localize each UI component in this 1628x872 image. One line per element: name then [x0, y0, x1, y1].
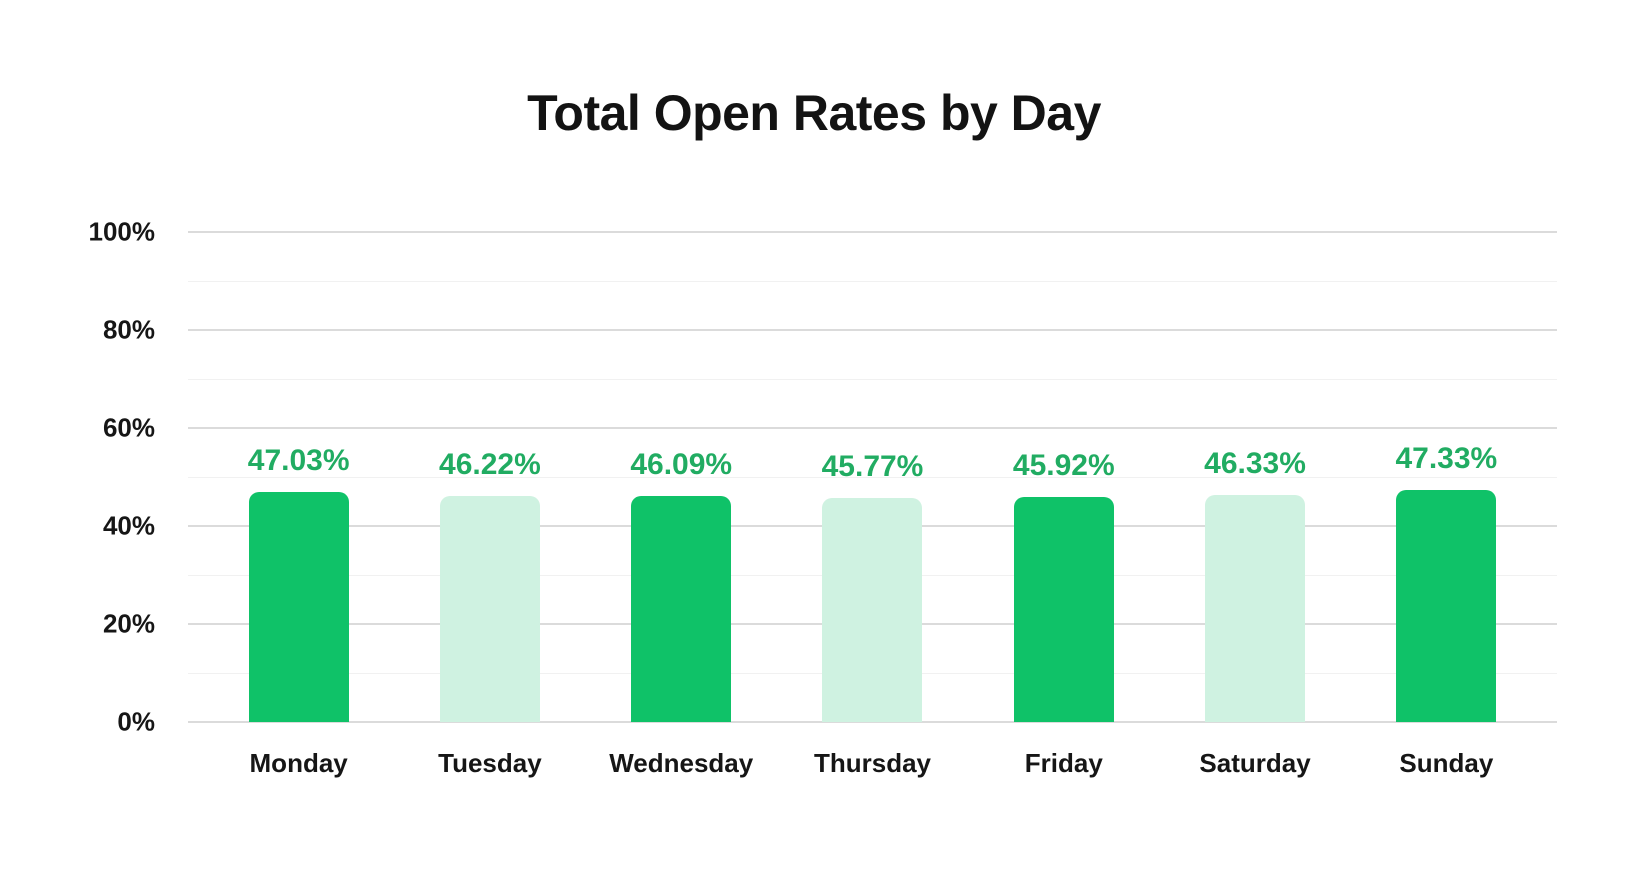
bar-value-label: 45.92%	[1012, 449, 1115, 482]
bar-wednesday	[631, 496, 732, 722]
bar-value-label: 46.33%	[1204, 446, 1306, 480]
y-axis-label: 20%	[102, 608, 155, 639]
gridline	[188, 721, 1557, 723]
bar-monday	[248, 491, 349, 722]
gridline	[188, 329, 1557, 331]
bar-slot: 46.09% Wednesday	[586, 232, 777, 778]
x-axis-label: Sunday	[1399, 748, 1494, 778]
gridline	[188, 379, 1557, 380]
gridline	[188, 427, 1557, 429]
bars-layer: 47.03% Monday 46.22% Tuesday 46.09% Wednesday…	[188, 232, 1557, 778]
y-axis-label: 80%	[102, 314, 155, 345]
bar-slot: 46.33% Saturday	[1159, 232, 1350, 778]
bar-slot: 46.22% Tuesday	[394, 232, 585, 778]
y-axis-labels: 100% 80% 60% 40% 20% 0%	[33, 217, 188, 737]
bar-value-label: 46.22%	[439, 447, 541, 481]
bar-slot: 45.77% Thursday	[777, 232, 968, 778]
gridline	[188, 281, 1557, 282]
x-axis-label: Friday	[1024, 748, 1103, 778]
bar-value-label: 46.09%	[630, 448, 733, 482]
bar-value-label: 47.03%	[247, 443, 350, 477]
bar-slot: 45.92% Friday	[968, 232, 1159, 778]
bar-friday	[1013, 497, 1114, 722]
chart-title: Total Open Rates by Day	[527, 85, 1101, 141]
y-axis-label: 100%	[88, 216, 156, 247]
x-axis-label: Thursday	[813, 748, 931, 778]
x-axis-label: Tuesday	[438, 748, 542, 778]
y-axis-label: 40%	[102, 510, 155, 541]
bar-slot: 47.33% Sunday	[1351, 232, 1542, 778]
x-axis-label: Wednesday	[609, 748, 754, 778]
bar-sunday	[1396, 490, 1497, 722]
x-axis-label: Monday	[249, 748, 348, 778]
bar-thursday	[822, 497, 923, 722]
bar-value-label: 45.77%	[821, 449, 924, 483]
bar-saturday	[1205, 494, 1306, 722]
gridline	[188, 477, 1557, 478]
y-axis-label: 60%	[102, 412, 155, 443]
y-axis-label: 0%	[117, 706, 155, 737]
bar-tuesday	[439, 495, 540, 722]
gridline	[188, 231, 1557, 233]
x-axis-label: Saturday	[1199, 748, 1311, 778]
bar-slot: 47.03% Monday	[203, 232, 394, 778]
plot-area: 100% 80% 60% 40% 20% 0% 47.03% Monday 46.22% Tue…	[89, 217, 1557, 778]
bar-value-label: 47.33%	[1395, 442, 1498, 476]
